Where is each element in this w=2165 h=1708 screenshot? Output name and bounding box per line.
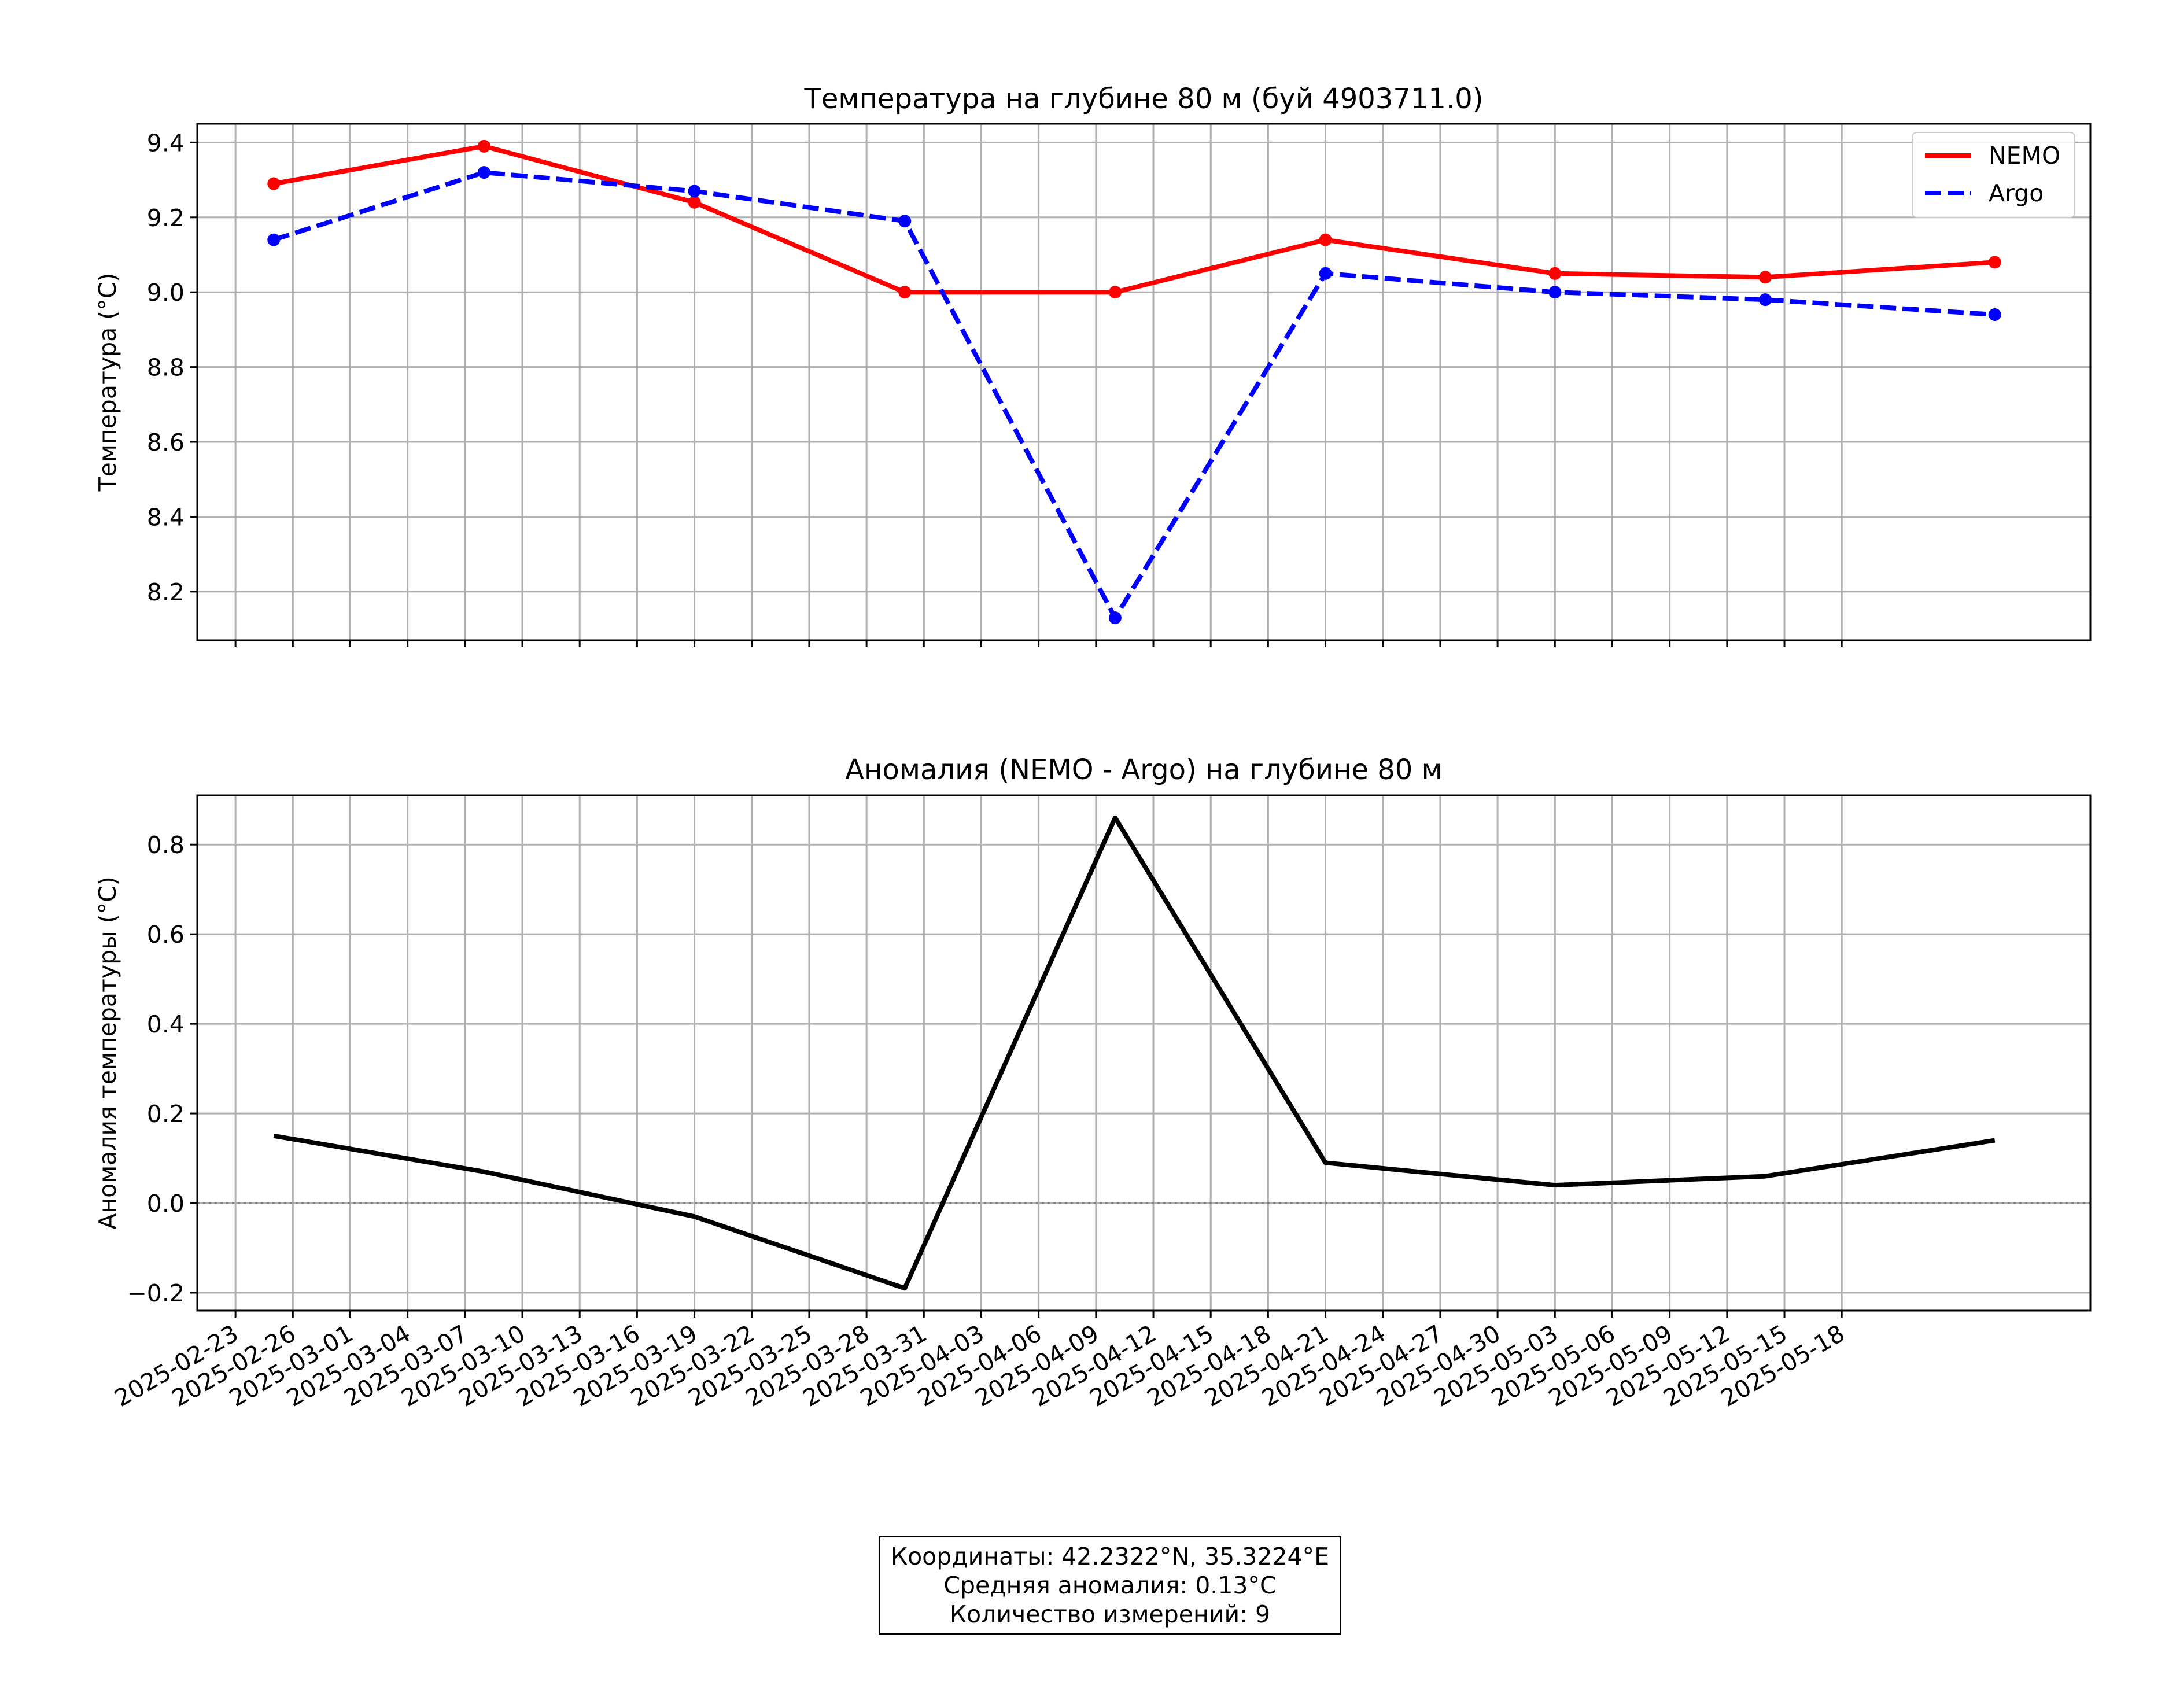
argo-point (477, 166, 490, 179)
info-box: Координаты: 42.2322°N, 35.3224°E Средняя… (879, 1536, 1341, 1635)
temperature-ytick-label: 9.0 (147, 279, 185, 307)
argo-point (1988, 308, 2001, 322)
nemo-point (477, 139, 490, 153)
temperature-xticks (234, 640, 1843, 647)
nemo-point (1758, 271, 1772, 284)
argo-point (1758, 293, 1772, 307)
anomaly-axes-frame (196, 794, 2092, 1312)
temperature-axes-frame (196, 123, 2092, 641)
nemo-point (1319, 233, 1332, 246)
nemo-point (267, 177, 281, 190)
argo-point (267, 233, 281, 246)
nemo-point (1108, 286, 1122, 299)
temperature-panel: 8.2 8.4 8.6 8.8 9.0 9.2 9.4 Температура на глу… (94, 83, 2092, 647)
nemo-point (1548, 267, 1562, 280)
info-measurement-count: Количество измерений: 9 (949, 1600, 1271, 1628)
temperature-ytick-label: 9.2 (147, 204, 185, 232)
argo-point (1108, 611, 1122, 625)
anomaly-ylabel: Аномалия температуры (°C) (94, 876, 121, 1229)
temperature-ytick-label: 8.6 (147, 429, 185, 456)
temperature-ytick-label: 9.4 (147, 129, 185, 157)
legend-nemo-label: NEMO (1989, 142, 2060, 169)
temperature-ytick-label: 8.2 (147, 578, 185, 606)
nemo-point (688, 195, 701, 209)
argo-point (1548, 286, 1562, 299)
anomaly-ytick-label: 0.6 (147, 921, 185, 949)
anomaly-series-layer (273, 815, 1996, 1291)
legend: NEMO Argo (1912, 132, 2075, 218)
temperature-ytick-label: 8.8 (147, 354, 185, 382)
temperature-series-layer (267, 139, 2001, 625)
anomaly-ytick-label: 0.8 (147, 831, 185, 859)
anomaly-grid (197, 795, 2090, 1311)
anomaly-ytick-label: 0.2 (147, 1100, 185, 1128)
anomaly-ytick-label: 0.0 (147, 1190, 185, 1218)
anomaly-yticks: −0.2 0.0 0.2 0.4 0.6 0.8 (127, 831, 197, 1307)
temperature-grid (197, 124, 2090, 640)
argo-point (688, 185, 701, 198)
anomaly-ytick-label: −0.2 (127, 1279, 185, 1307)
info-coordinates: Координаты: 42.2322°N, 35.3224°E (890, 1543, 1330, 1570)
nemo-point (1988, 256, 2001, 269)
temperature-ytick-label: 8.4 (147, 503, 185, 531)
info-mean-anomaly: Средняя аномалия: 0.13°C (943, 1571, 1277, 1599)
anomaly-series-line (273, 815, 1996, 1291)
temperature-yticks: 8.2 8.4 8.6 8.8 9.0 9.2 9.4 (147, 129, 197, 606)
anomaly-chart-title: Аномалия (NEMO - Argo) на глубине 80 м (845, 754, 1443, 786)
anomaly-ytick-label: 0.4 (147, 1010, 185, 1038)
argo-point (1319, 267, 1332, 280)
nemo-point (898, 286, 912, 299)
argo-point (898, 215, 912, 228)
temperature-ylabel: Температура (°C) (94, 273, 121, 492)
legend-argo-label: Argo (1989, 179, 2044, 207)
temperature-chart-title: Температура на глубине 80 м (буй 4903711… (804, 83, 1484, 115)
